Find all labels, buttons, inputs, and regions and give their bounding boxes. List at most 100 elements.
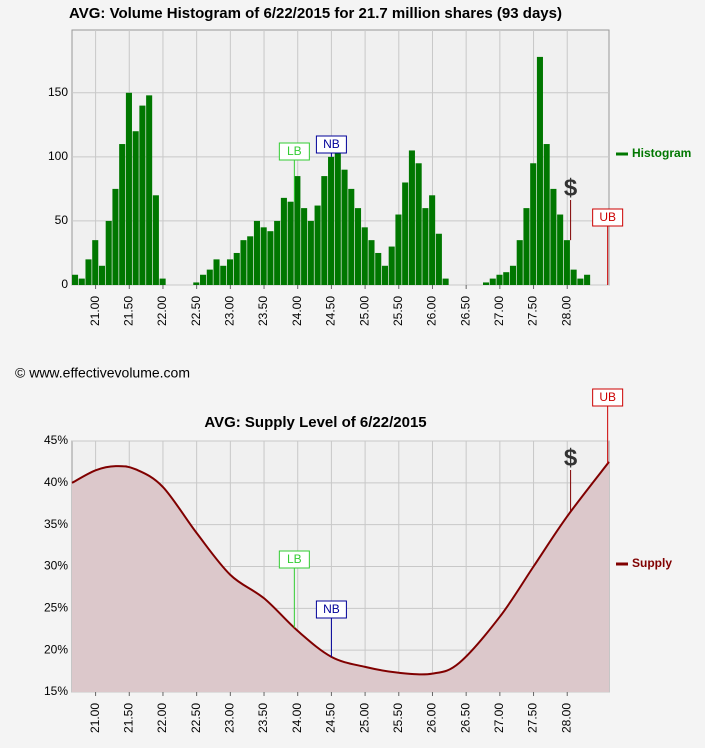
x-tick-label: 21.50	[121, 296, 135, 326]
bar	[220, 265, 227, 285]
bar	[274, 220, 281, 285]
legend-label: Supply	[632, 556, 672, 570]
bar	[509, 265, 517, 285]
bar	[193, 282, 200, 285]
annotation-box	[315, 600, 347, 619]
x-tick-label: 27.50	[526, 296, 540, 326]
annotation-box	[315, 135, 347, 154]
x-tick-label: 24.50	[324, 703, 338, 733]
bar	[422, 208, 429, 285]
annotation-box	[278, 142, 310, 161]
bar	[496, 274, 503, 285]
bar	[536, 56, 543, 285]
annotation-label: LB	[287, 552, 302, 566]
bar	[530, 163, 537, 285]
y-tick-label: 30%	[44, 559, 68, 573]
y-tick-label: 100	[48, 149, 68, 163]
x-tick-label: 25.00	[357, 296, 371, 326]
x-tick-label: 21.00	[88, 296, 102, 326]
x-tick-label: 28.00	[559, 296, 573, 326]
bar	[375, 252, 382, 285]
bar	[132, 131, 139, 285]
bar	[92, 240, 99, 285]
chart-title: AVG: Volume Histogram of 6/22/2015 for 2…	[69, 5, 562, 22]
y-tick-label: 20%	[44, 642, 68, 656]
x-tick-label: 22.50	[189, 703, 203, 733]
bar	[516, 240, 523, 285]
bar	[402, 182, 409, 285]
y-tick-label: 50	[55, 213, 69, 227]
x-tick-label: 22.00	[155, 296, 169, 326]
bar	[152, 195, 159, 285]
annotation-label: NB	[323, 137, 340, 151]
y-tick-label: 150	[48, 85, 68, 99]
bar	[206, 269, 213, 285]
bar	[146, 95, 153, 285]
bar	[348, 188, 355, 285]
x-tick-label: 23.00	[223, 703, 237, 733]
bar	[112, 188, 119, 285]
bar	[563, 240, 570, 285]
bar	[294, 176, 301, 285]
y-tick-label: 0	[61, 277, 68, 291]
bar	[489, 278, 496, 285]
bar	[328, 156, 335, 285]
x-tick-label: 22.50	[189, 296, 203, 326]
bar	[105, 220, 112, 285]
annotation-label: $	[564, 174, 578, 201]
bar	[543, 144, 550, 285]
x-tick-label: 25.50	[391, 296, 405, 326]
bar	[483, 282, 490, 285]
bar	[119, 144, 126, 285]
bar	[247, 236, 254, 285]
x-tick-label: 25.00	[357, 703, 371, 733]
bar	[314, 205, 321, 285]
bar	[354, 208, 362, 285]
bar	[415, 163, 422, 285]
bar	[233, 252, 240, 285]
area	[72, 461, 609, 692]
annotation-label: UB	[599, 390, 616, 404]
x-tick-label: 23.50	[256, 703, 270, 733]
x-tick-label: 24.50	[324, 296, 338, 326]
x-tick-label: 24.00	[290, 703, 304, 733]
x-tick-label: 26.00	[425, 703, 439, 733]
bar	[503, 272, 510, 285]
bar	[584, 274, 591, 285]
bar	[523, 208, 530, 285]
bar	[267, 231, 274, 285]
x-tick-label: 21.50	[121, 703, 135, 733]
y-tick-label: 15%	[44, 684, 68, 698]
x-tick-label: 23.50	[256, 296, 270, 326]
x-tick-label: 23.00	[223, 296, 237, 326]
bar	[78, 278, 85, 285]
x-tick-label: 24.00	[290, 296, 304, 326]
y-tick-label: 40%	[44, 475, 68, 489]
annotation-box	[592, 208, 624, 227]
bar	[159, 278, 166, 285]
x-tick-label: 26.50	[458, 296, 472, 326]
bar	[334, 137, 341, 285]
bar	[577, 278, 584, 285]
x-tick-label: 21.00	[88, 703, 102, 733]
x-tick-label: 28.00	[559, 703, 573, 733]
bar	[287, 201, 294, 285]
annotation-box	[592, 388, 624, 407]
annotation-label: LB	[287, 144, 302, 158]
legend-label: Histogram	[632, 146, 691, 160]
bar	[226, 259, 234, 285]
bar	[361, 227, 368, 285]
x-tick-label: 22.00	[155, 703, 169, 733]
x-tick-label: 27.50	[526, 703, 540, 733]
x-tick-label: 26.00	[425, 296, 439, 326]
bar	[435, 233, 442, 285]
annotation-label: NB	[323, 602, 340, 616]
chart-title: AVG: Supply Level of 6/22/2015	[204, 414, 426, 431]
bar	[395, 214, 402, 285]
annotation-box	[278, 550, 310, 569]
y-tick-label: 35%	[44, 517, 68, 531]
footer: © www.effectivevolume.com	[15, 365, 190, 381]
bar	[98, 265, 106, 285]
bar	[557, 214, 564, 285]
